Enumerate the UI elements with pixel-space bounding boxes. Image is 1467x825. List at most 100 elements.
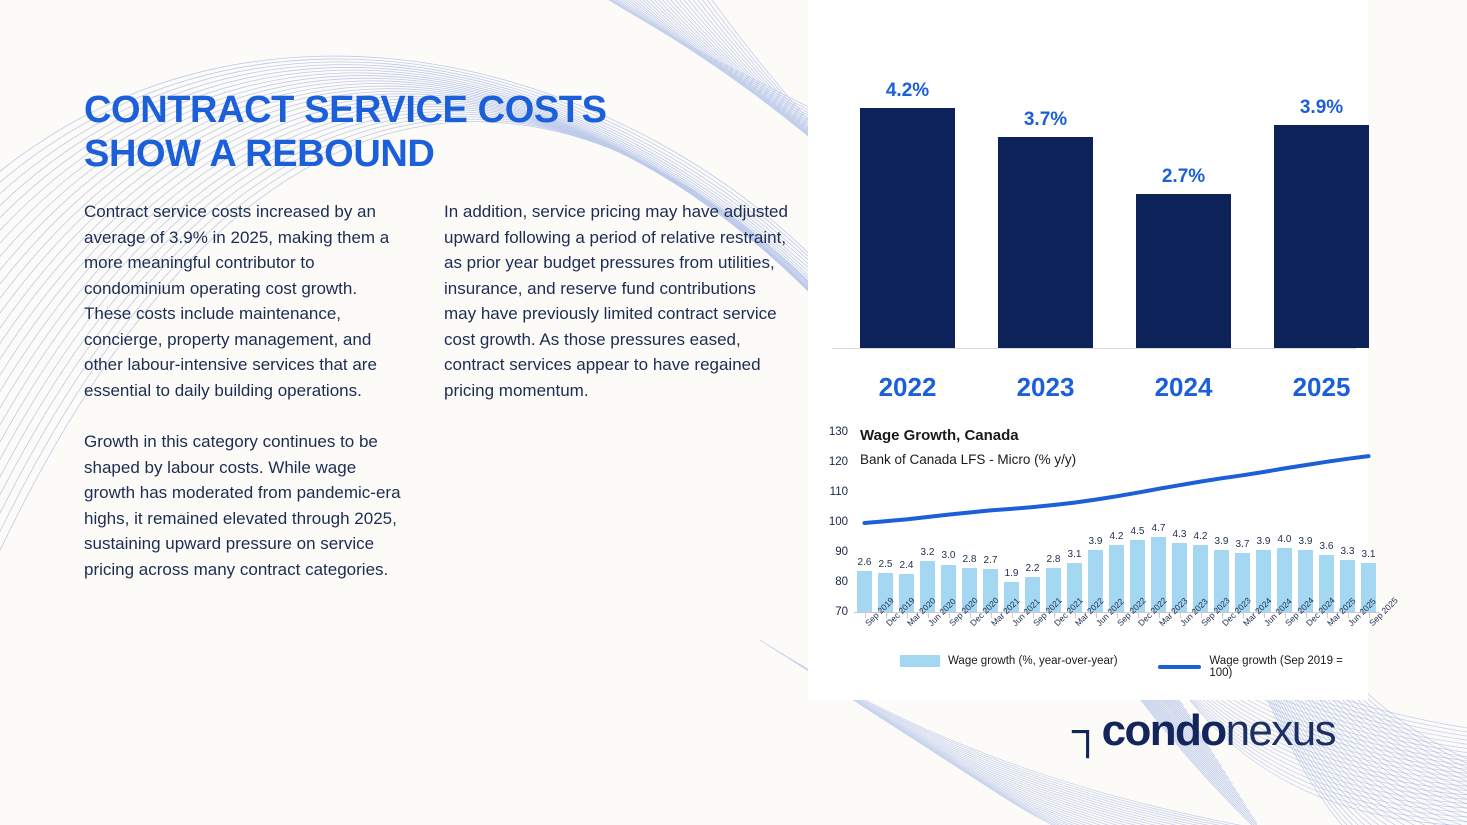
wage-bar-22 bbox=[1319, 554, 1334, 613]
wage-bar-1 bbox=[878, 572, 893, 613]
wage-bar-20 bbox=[1277, 548, 1292, 613]
annual-bar-category-2022: 2022 bbox=[878, 372, 937, 402]
wage-x-tick-19 bbox=[1263, 613, 1265, 618]
wage-chart-baseline bbox=[854, 612, 1379, 613]
wage-chart-title: Wage Growth, Canada bbox=[860, 427, 1019, 444]
wage-x-tick-14 bbox=[1158, 613, 1160, 618]
wage-bar-15 bbox=[1172, 543, 1187, 613]
wage-bar-value-2: 2.4 bbox=[899, 560, 914, 572]
annual-bar-2022 bbox=[860, 108, 955, 348]
wage-bar-value-9: 2.8 bbox=[1046, 553, 1061, 565]
wage-y-tick-110: 110 bbox=[829, 486, 848, 498]
legend-item-wage-growth-yoy: Wage growth (%, year-over-year) bbox=[900, 655, 1118, 667]
wage-chart-bars: 2.6 2.5 2.4 3.2 3.0 2.8 2.7 1.9 2.2 2.8 3.1 3.9 4.2 4… bbox=[854, 433, 1379, 613]
wage-bar-value-22: 3.6 bbox=[1319, 540, 1334, 552]
annual-bar-2024 bbox=[1136, 194, 1231, 348]
wage-bar-12 bbox=[1109, 545, 1124, 613]
wage-growth-chart: Wage Growth, Canada Bank of Canada LFS -… bbox=[812, 425, 1400, 690]
wage-x-tick-18 bbox=[1242, 613, 1244, 618]
wage-bar-value-0: 2.6 bbox=[857, 556, 872, 568]
logo-mark-icon: ┐ bbox=[1072, 706, 1103, 755]
wage-bar-value-21: 3.9 bbox=[1298, 535, 1313, 547]
wage-bar-3 bbox=[920, 561, 935, 613]
wage-bar-23 bbox=[1340, 559, 1355, 613]
wage-bar-4 bbox=[941, 564, 956, 613]
wage-bar-value-12: 4.2 bbox=[1109, 531, 1124, 543]
body-column-left: Contract service costs increased by an a… bbox=[84, 199, 404, 608]
wage-bar-value-19: 3.9 bbox=[1256, 535, 1271, 547]
wage-bar-value-16: 4.2 bbox=[1193, 531, 1208, 543]
wage-y-tick-80: 80 bbox=[835, 576, 848, 588]
wage-bar-value-8: 2.2 bbox=[1025, 563, 1040, 575]
wage-bar-value-18: 3.7 bbox=[1235, 539, 1250, 551]
wage-chart-legend: Wage growth (%, year-over-year) Wage gro… bbox=[900, 655, 1360, 679]
wage-bar-5 bbox=[962, 567, 977, 613]
wage-y-tick-70: 70 bbox=[835, 606, 848, 618]
body-paragraph-3: In addition, service pricing may have ad… bbox=[444, 202, 788, 400]
annual-chart-baseline bbox=[832, 348, 1356, 349]
wage-x-tick-22 bbox=[1326, 613, 1328, 618]
wage-bar-6 bbox=[983, 569, 998, 613]
wage-bar-19 bbox=[1256, 549, 1271, 613]
annual-bar-2023 bbox=[998, 137, 1093, 348]
wage-x-tick-3 bbox=[927, 613, 929, 618]
page-title-line1: CONTRACT SERVICE COSTS bbox=[84, 89, 607, 131]
wage-bar-24 bbox=[1361, 562, 1376, 613]
legend-swatch-bar-icon bbox=[900, 655, 940, 667]
wage-bar-value-6: 2.7 bbox=[983, 555, 998, 567]
wage-bar-13 bbox=[1130, 540, 1145, 613]
annual-bar-value-2023: 3.7% bbox=[1023, 109, 1068, 130]
wage-x-tick-15 bbox=[1179, 613, 1181, 618]
annual-bar-value-2022: 4.2% bbox=[885, 80, 930, 101]
wage-bar-value-4: 3.0 bbox=[941, 550, 956, 562]
annual-bar-value-2024: 2.7% bbox=[1161, 166, 1206, 187]
wage-x-tick-24 bbox=[1368, 613, 1370, 618]
wage-chart-subtitle: Bank of Canada LFS - Micro (% y/y) bbox=[860, 452, 1077, 467]
wage-x-tick-2 bbox=[906, 613, 908, 618]
wage-bar-value-10: 3.1 bbox=[1067, 548, 1082, 560]
wage-bar-7 bbox=[1004, 582, 1019, 613]
wage-x-tick-4 bbox=[948, 613, 950, 618]
wage-bar-value-1: 2.5 bbox=[878, 558, 893, 570]
legend-label-wage-growth-yoy: Wage growth (%, year-over-year) bbox=[948, 655, 1118, 667]
body-column-right: In addition, service pricing may have ad… bbox=[444, 199, 789, 429]
wage-bar-17 bbox=[1214, 549, 1229, 613]
wage-bar-16 bbox=[1193, 545, 1208, 613]
logo-word-nexus: nexus bbox=[1225, 706, 1337, 755]
wage-x-tick-5 bbox=[969, 613, 971, 618]
wage-y-tick-120: 120 bbox=[828, 456, 848, 468]
wage-bar-value-20: 4.0 bbox=[1277, 534, 1292, 546]
annual-bar-category-2024: 2024 bbox=[1154, 372, 1213, 402]
wage-bar-8 bbox=[1025, 577, 1040, 613]
wage-x-tick-13 bbox=[1137, 613, 1139, 618]
wage-bar-0 bbox=[857, 570, 872, 613]
wage-x-tick-21 bbox=[1305, 613, 1307, 618]
wage-x-tick-1 bbox=[885, 613, 887, 618]
wage-bar-value-17: 3.9 bbox=[1214, 535, 1229, 547]
body-paragraph-2: Growth in this category continues to be … bbox=[84, 432, 401, 579]
wage-bar-value-15: 4.3 bbox=[1172, 529, 1187, 541]
wage-y-tick-90: 90 bbox=[835, 546, 848, 558]
legend-swatch-line-icon bbox=[1158, 665, 1202, 669]
wage-bar-14 bbox=[1151, 537, 1166, 613]
body-paragraph-1: Contract service costs increased by an a… bbox=[84, 202, 390, 400]
legend-item-wage-index: Wage growth (Sep 2019 = 100) bbox=[1158, 655, 1360, 679]
annual-bar-chart: 4.2% 2022 3.7% 2023 2.7% 2024 3.9% 2025 bbox=[820, 80, 1369, 402]
wage-y-tick-100: 100 bbox=[828, 516, 848, 528]
wage-bar-9 bbox=[1046, 567, 1061, 613]
wage-bar-value-24: 3.1 bbox=[1361, 548, 1376, 560]
wage-x-tick-9 bbox=[1053, 613, 1055, 618]
wage-bar-2 bbox=[899, 574, 914, 613]
wage-x-tick-6 bbox=[990, 613, 992, 618]
page-title: CONTRACT SERVICE COSTS SHOW A REBOUND bbox=[84, 88, 724, 176]
wage-bar-21 bbox=[1298, 549, 1313, 613]
brand-logo: ┐condonexus bbox=[1072, 706, 1337, 756]
wage-bar-value-14: 4.7 bbox=[1151, 523, 1166, 534]
wage-bar-value-11: 3.9 bbox=[1088, 535, 1103, 547]
legend-label-wage-index: Wage growth (Sep 2019 = 100) bbox=[1209, 655, 1343, 679]
wage-x-tick-23 bbox=[1347, 613, 1349, 618]
wage-bar-18 bbox=[1235, 553, 1250, 613]
wage-x-tick-11 bbox=[1095, 613, 1097, 618]
wage-bar-10 bbox=[1067, 562, 1082, 613]
